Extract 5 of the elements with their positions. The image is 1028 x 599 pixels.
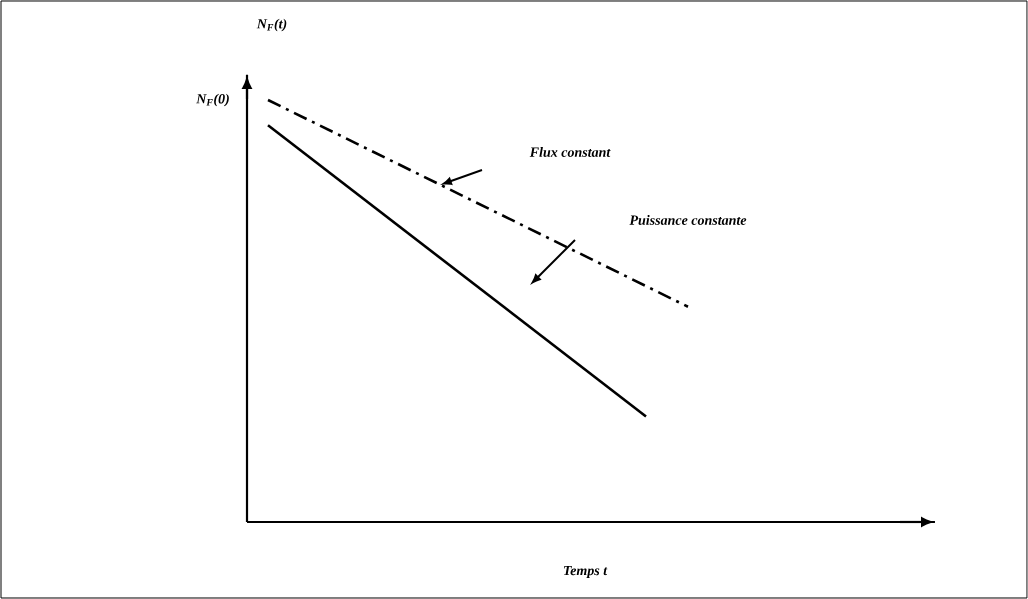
y-axis-title: N$_{F}$(t) xyxy=(256,18,287,32)
x-axis-title: Temps t xyxy=(563,565,608,579)
annotation: Flux constant xyxy=(529,147,611,157)
text: N$_{F}$(0) xyxy=(196,93,229,107)
annotation: Puissance constante xyxy=(629,215,747,225)
